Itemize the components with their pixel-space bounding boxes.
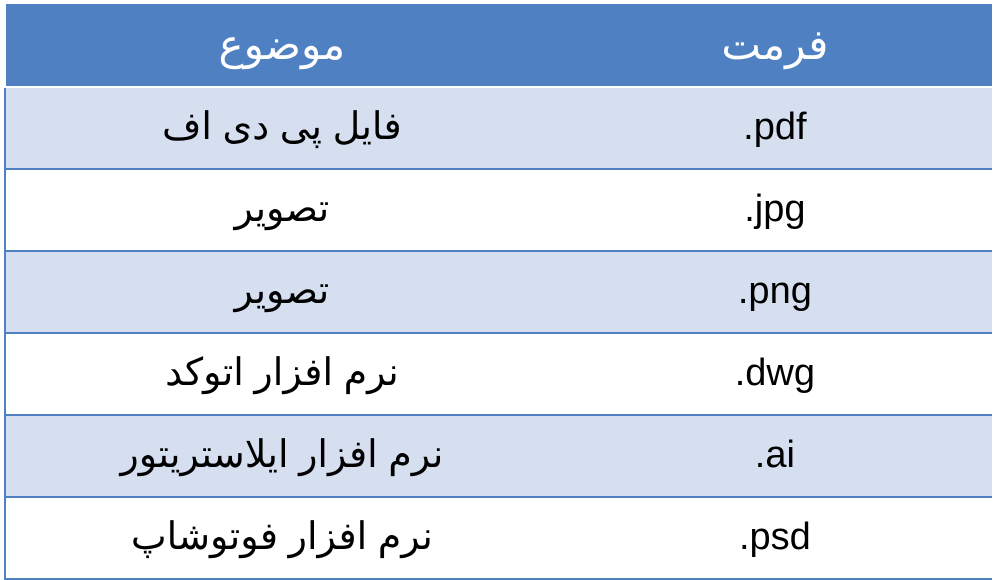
table-row: تصویر .jpg (5, 169, 992, 251)
table-row: تصویر .png (5, 251, 992, 333)
cell-format: .psd (558, 497, 992, 579)
table-container: موضوع فرمت فایل پی دی اف .pdf تصویر .jpg… (0, 0, 996, 554)
cell-format: .jpg (558, 169, 992, 251)
cell-topic: تصویر (5, 251, 558, 333)
table-row: نرم افزار اتوکد .dwg (5, 333, 992, 415)
cell-topic: نرم افزار ایلاستریتور (5, 415, 558, 497)
cell-format: .ai (558, 415, 992, 497)
cell-format: .png (558, 251, 992, 333)
formats-table: موضوع فرمت فایل پی دی اف .pdf تصویر .jpg… (4, 4, 992, 580)
table-row: نرم افزار ایلاستریتور .ai (5, 415, 992, 497)
cell-topic: نرم افزار اتوکد (5, 333, 558, 415)
cell-topic: نرم افزار فوتوشاپ (5, 497, 558, 579)
header-topic: موضوع (5, 4, 558, 87)
cell-topic: تصویر (5, 169, 558, 251)
cell-format: .dwg (558, 333, 992, 415)
cell-topic: فایل پی دی اف (5, 87, 558, 169)
header-format: فرمت (558, 4, 992, 87)
table-header-row: موضوع فرمت (5, 4, 992, 87)
table-row: نرم افزار فوتوشاپ .psd (5, 497, 992, 579)
table-row: فایل پی دی اف .pdf (5, 87, 992, 169)
cell-format: .pdf (558, 87, 992, 169)
